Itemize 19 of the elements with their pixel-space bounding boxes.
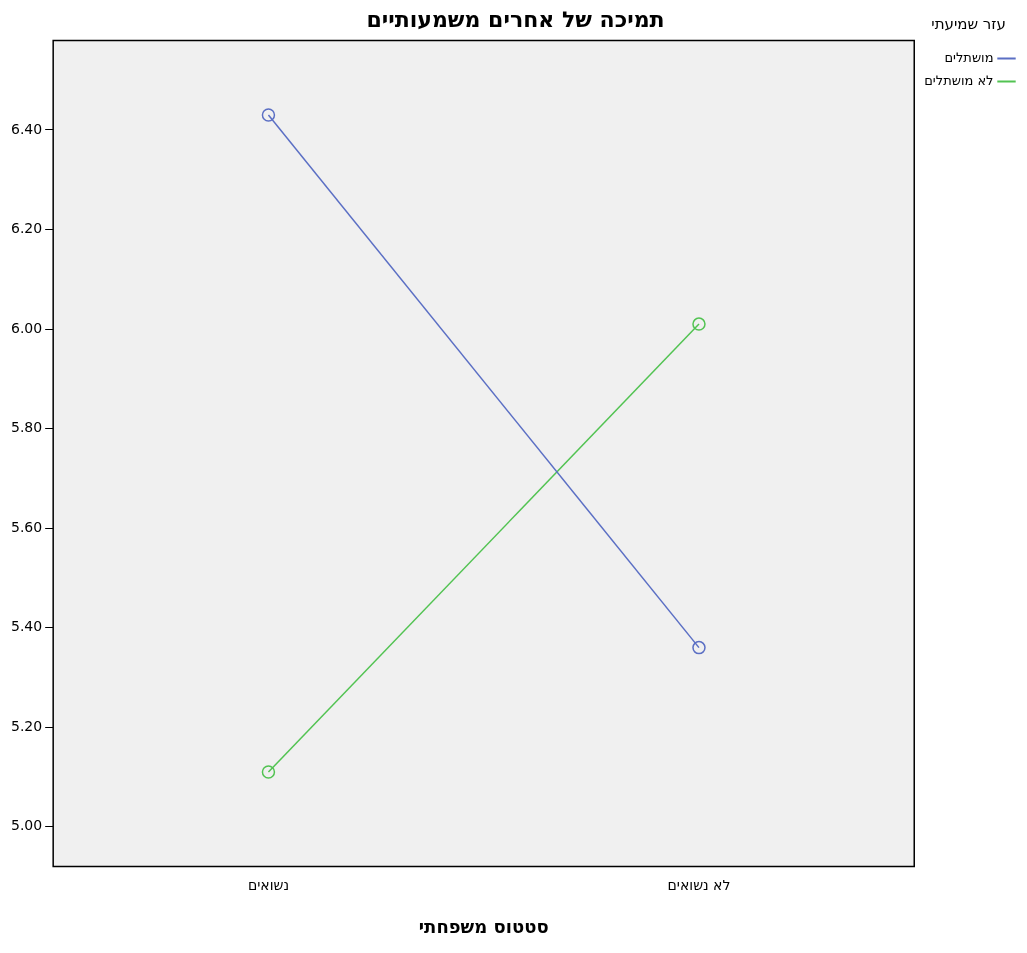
chart-title: תמיכה של אחרים משמעותיים: [366, 6, 665, 32]
legend-title: עזר שמיעתי: [931, 15, 1006, 34]
x-axis-title: סטטוס משפחתי: [418, 915, 549, 937]
y-tick-label: 5.40: [11, 618, 43, 635]
y-tick-label: 6.20: [11, 220, 43, 237]
legend-label: לא מושתלים: [924, 72, 994, 88]
y-tick-label: 6.00: [11, 319, 43, 336]
point: [692, 640, 706, 655]
point: [261, 765, 276, 779]
x-tick-label: לא נשואים: [667, 876, 731, 893]
point: [261, 108, 276, 122]
y-tick-label: 5.00: [11, 817, 43, 834]
y-tick-label: 6.40: [11, 120, 43, 137]
y-tick-label: 5.60: [11, 518, 43, 535]
y-tick-label: 5.20: [11, 717, 43, 734]
legend-label: מושתלים: [944, 49, 994, 65]
y-tick-label: 5.80: [11, 419, 43, 436]
x-tick-label: נשואים: [247, 876, 289, 893]
point: [692, 317, 706, 331]
